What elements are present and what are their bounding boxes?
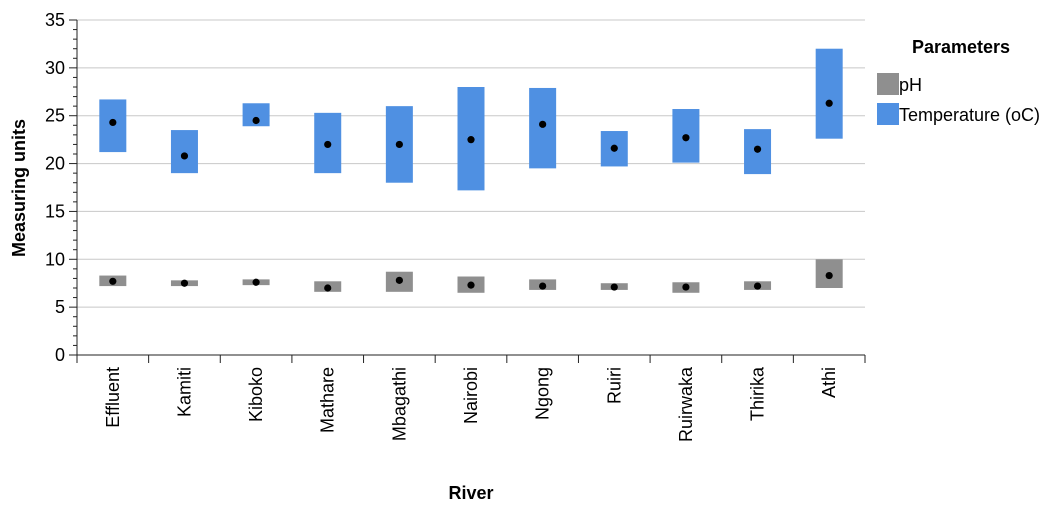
mean-point: [252, 116, 260, 125]
mean-point: [109, 118, 117, 127]
mean-point: [539, 282, 547, 290]
mean-point: [610, 283, 618, 291]
legend: Parameters pH Temperature (oC): [877, 37, 1040, 125]
mean-point: [180, 152, 189, 160]
x-tick-label: Thirika: [748, 366, 768, 421]
legend-title: Parameters: [912, 37, 1010, 57]
y-tick-label: 20: [45, 154, 65, 174]
mean-point: [324, 140, 332, 149]
x-tick-label: Athi: [819, 367, 839, 398]
mean-point: [109, 277, 117, 285]
range-bars: [99, 48, 843, 293]
mean-point: [682, 134, 690, 142]
x-tick-label: Effluent: [103, 367, 123, 428]
x-tick-label: Mathare: [318, 367, 338, 433]
mean-point: [467, 136, 475, 144]
mean-point: [825, 271, 833, 280]
mean-point: [753, 282, 762, 290]
y-axis-title: Measuring units: [9, 119, 29, 257]
x-axis-title: River: [448, 483, 493, 503]
x-tick-label: Ngong: [533, 367, 553, 420]
range-bar: [815, 48, 843, 139]
series-0: [99, 259, 843, 293]
mean-point: [252, 278, 260, 286]
y-tick-label: 15: [45, 201, 65, 221]
x-tick-label: Mbagathi: [389, 367, 409, 441]
y-tick-label: 10: [45, 249, 65, 269]
y-tick-label: 30: [45, 58, 65, 78]
mean-point: [610, 144, 618, 152]
mean-point: [539, 120, 547, 128]
legend-items: pH Temperature (oC): [877, 73, 1040, 125]
legend-swatch: [877, 73, 899, 95]
legend-label: pH: [899, 75, 922, 95]
y-tick-label: 5: [55, 297, 65, 317]
mean-point: [682, 283, 690, 291]
mean-point: [324, 284, 332, 292]
legend-label: Temperature (oC): [899, 105, 1040, 125]
y-tick-label: 0: [55, 345, 65, 365]
range-bar: [529, 87, 557, 169]
series-1: [99, 48, 843, 191]
legend-swatch: [877, 103, 899, 125]
mean-point: [395, 276, 403, 284]
mean-point: [753, 145, 762, 153]
x-tick-label: Ruiri: [604, 367, 624, 404]
y-tick-label: 35: [45, 10, 65, 30]
mean-point: [395, 140, 403, 149]
mean-point: [467, 281, 475, 289]
range-bar: [170, 130, 198, 174]
x-tick-label: Kiboko: [246, 367, 266, 422]
range-bar: [242, 103, 270, 127]
x-tick-labels: Effluent Kamiti Kiboko Mathare Mbagathi Nairo…: [103, 366, 839, 442]
axes: 0 5 10 15 20 25 30 35: [45, 10, 866, 365]
x-tick-label: Ruirwaka: [676, 366, 696, 442]
mean-point: [180, 279, 189, 287]
y-tick-label: 25: [45, 106, 65, 126]
x-tick-label: Kamiti: [174, 367, 194, 417]
x-tick-label: Nairobi: [461, 367, 481, 424]
mean-point: [825, 99, 833, 107]
